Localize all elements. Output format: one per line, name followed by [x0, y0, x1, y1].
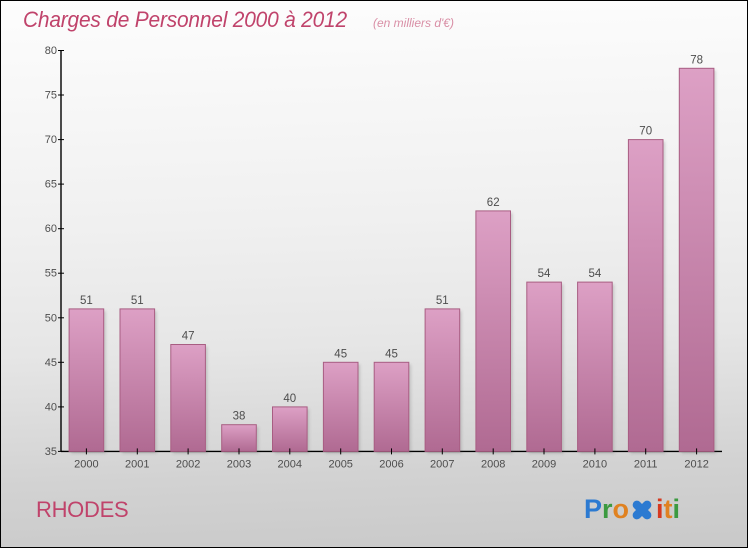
svg-text:54: 54: [589, 268, 602, 280]
svg-text:2004: 2004: [278, 458, 302, 470]
svg-text:38: 38: [233, 411, 246, 423]
svg-text:60: 60: [45, 223, 57, 235]
svg-text:51: 51: [436, 295, 449, 307]
svg-text:40: 40: [283, 393, 296, 405]
svg-text:51: 51: [80, 295, 93, 307]
svg-text:62: 62: [487, 197, 500, 209]
svg-text:80: 80: [45, 45, 57, 57]
svg-text:2002: 2002: [176, 458, 200, 470]
svg-text:45: 45: [45, 357, 57, 369]
svg-text:2000: 2000: [74, 458, 98, 470]
svg-text:2010: 2010: [583, 458, 607, 470]
svg-text:2001: 2001: [125, 458, 149, 470]
svg-text:65: 65: [45, 179, 57, 191]
svg-text:75: 75: [45, 90, 57, 102]
svg-text:35: 35: [45, 446, 57, 458]
svg-text:70: 70: [639, 126, 652, 138]
svg-text:51: 51: [131, 295, 144, 307]
svg-text:45: 45: [385, 348, 398, 360]
svg-text:50: 50: [45, 312, 57, 324]
svg-text:2006: 2006: [379, 458, 403, 470]
svg-text:2005: 2005: [328, 458, 352, 470]
svg-text:70: 70: [45, 134, 57, 146]
svg-text:2011: 2011: [634, 458, 658, 470]
svg-text:2012: 2012: [684, 458, 708, 470]
svg-text:54: 54: [538, 268, 551, 280]
svg-text:2007: 2007: [430, 458, 454, 470]
svg-text:2008: 2008: [481, 458, 505, 470]
svg-text:47: 47: [182, 331, 195, 343]
svg-text:55: 55: [45, 268, 57, 280]
svg-text:40: 40: [45, 401, 57, 413]
svg-text:2003: 2003: [227, 458, 251, 470]
svg-text:45: 45: [334, 348, 347, 360]
svg-text:2009: 2009: [532, 458, 556, 470]
svg-text:78: 78: [690, 54, 703, 66]
